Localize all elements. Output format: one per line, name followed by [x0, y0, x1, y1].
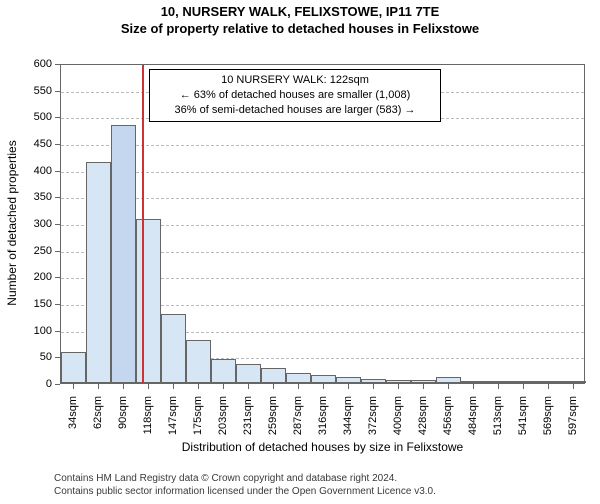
y-tick-label: 150	[20, 298, 52, 310]
x-tick-label: 484sqm	[467, 396, 479, 446]
histogram-bar	[511, 381, 536, 383]
x-tick-label: 569sqm	[542, 396, 554, 446]
histogram-bar	[211, 359, 236, 383]
histogram-bar	[86, 162, 111, 383]
histogram-bar	[436, 377, 461, 383]
x-tick-label: 316sqm	[317, 396, 329, 446]
histogram-bar	[536, 381, 561, 383]
x-tick-label: 62sqm	[92, 396, 104, 446]
annotation-line2: ← 63% of detached houses are smaller (1,…	[156, 88, 434, 103]
x-tick-label: 231sqm	[242, 396, 254, 446]
y-tick-label: 50	[20, 351, 52, 363]
x-tick-label: 147sqm	[167, 396, 179, 446]
y-tick-label: 550	[20, 85, 52, 97]
histogram-bar	[236, 364, 261, 383]
x-tick-label: 344sqm	[342, 396, 354, 446]
histogram-bar	[161, 314, 186, 383]
x-tick-label: 90sqm	[117, 396, 129, 446]
x-tick-label: 541sqm	[517, 396, 529, 446]
x-tick-label: 118sqm	[142, 396, 154, 446]
x-tick-label: 400sqm	[392, 396, 404, 446]
y-tick-label: 500	[20, 111, 52, 123]
histogram-plot: 10 NURSERY WALK: 122sqm ← 63% of detache…	[60, 64, 585, 384]
annotation-box: 10 NURSERY WALK: 122sqm ← 63% of detache…	[149, 69, 441, 122]
histogram-bar	[561, 381, 586, 383]
y-tick-label: 400	[20, 165, 52, 177]
annotation-line3: 36% of semi-detached houses are larger (…	[156, 103, 434, 118]
histogram-bar	[136, 219, 161, 383]
footer-line2: Contains public sector information licen…	[54, 485, 436, 498]
histogram-bar	[261, 368, 286, 383]
y-tick-label: 350	[20, 191, 52, 203]
x-tick-label: 203sqm	[217, 396, 229, 446]
y-tick-label: 600	[20, 58, 52, 70]
histogram-bar	[486, 381, 511, 383]
x-axis-label: Distribution of detached houses by size …	[60, 440, 585, 454]
histogram-bar	[411, 380, 436, 383]
x-tick-label: 428sqm	[417, 396, 429, 446]
y-tick-label: 450	[20, 138, 52, 150]
footer-line1: Contains HM Land Registry data © Crown c…	[54, 472, 436, 485]
page-title-address: 10, NURSERY WALK, FELIXSTOWE, IP11 7TE	[0, 4, 600, 19]
histogram-bar	[286, 373, 311, 383]
annotation-line1: 10 NURSERY WALK: 122sqm	[156, 73, 434, 88]
x-tick-label: 287sqm	[292, 396, 304, 446]
histogram-bar	[336, 377, 361, 383]
histogram-bar	[461, 381, 486, 383]
histogram-bar	[186, 340, 211, 383]
page-title-sub: Size of property relative to detached ho…	[0, 21, 600, 36]
footer-attribution: Contains HM Land Registry data © Crown c…	[54, 472, 436, 498]
x-tick-label: 372sqm	[367, 396, 379, 446]
x-tick-label: 259sqm	[267, 396, 279, 446]
x-tick-label: 513sqm	[492, 396, 504, 446]
histogram-bar	[386, 380, 411, 383]
y-axis-label: Number of detached properties	[5, 63, 19, 383]
y-tick-label: 0	[20, 378, 52, 390]
x-tick-label: 597sqm	[567, 396, 579, 446]
histogram-bar	[61, 352, 86, 383]
histogram-bar	[361, 379, 386, 383]
subject-marker-line	[142, 65, 144, 383]
x-tick-label: 456sqm	[442, 396, 454, 446]
histogram-bar	[311, 375, 336, 383]
y-tick-label: 250	[20, 245, 52, 257]
x-tick-label: 175sqm	[192, 396, 204, 446]
x-tick-label: 34sqm	[67, 396, 79, 446]
y-tick-label: 200	[20, 271, 52, 283]
histogram-bar	[111, 125, 136, 383]
y-tick-label: 100	[20, 325, 52, 337]
y-tick-label: 300	[20, 218, 52, 230]
